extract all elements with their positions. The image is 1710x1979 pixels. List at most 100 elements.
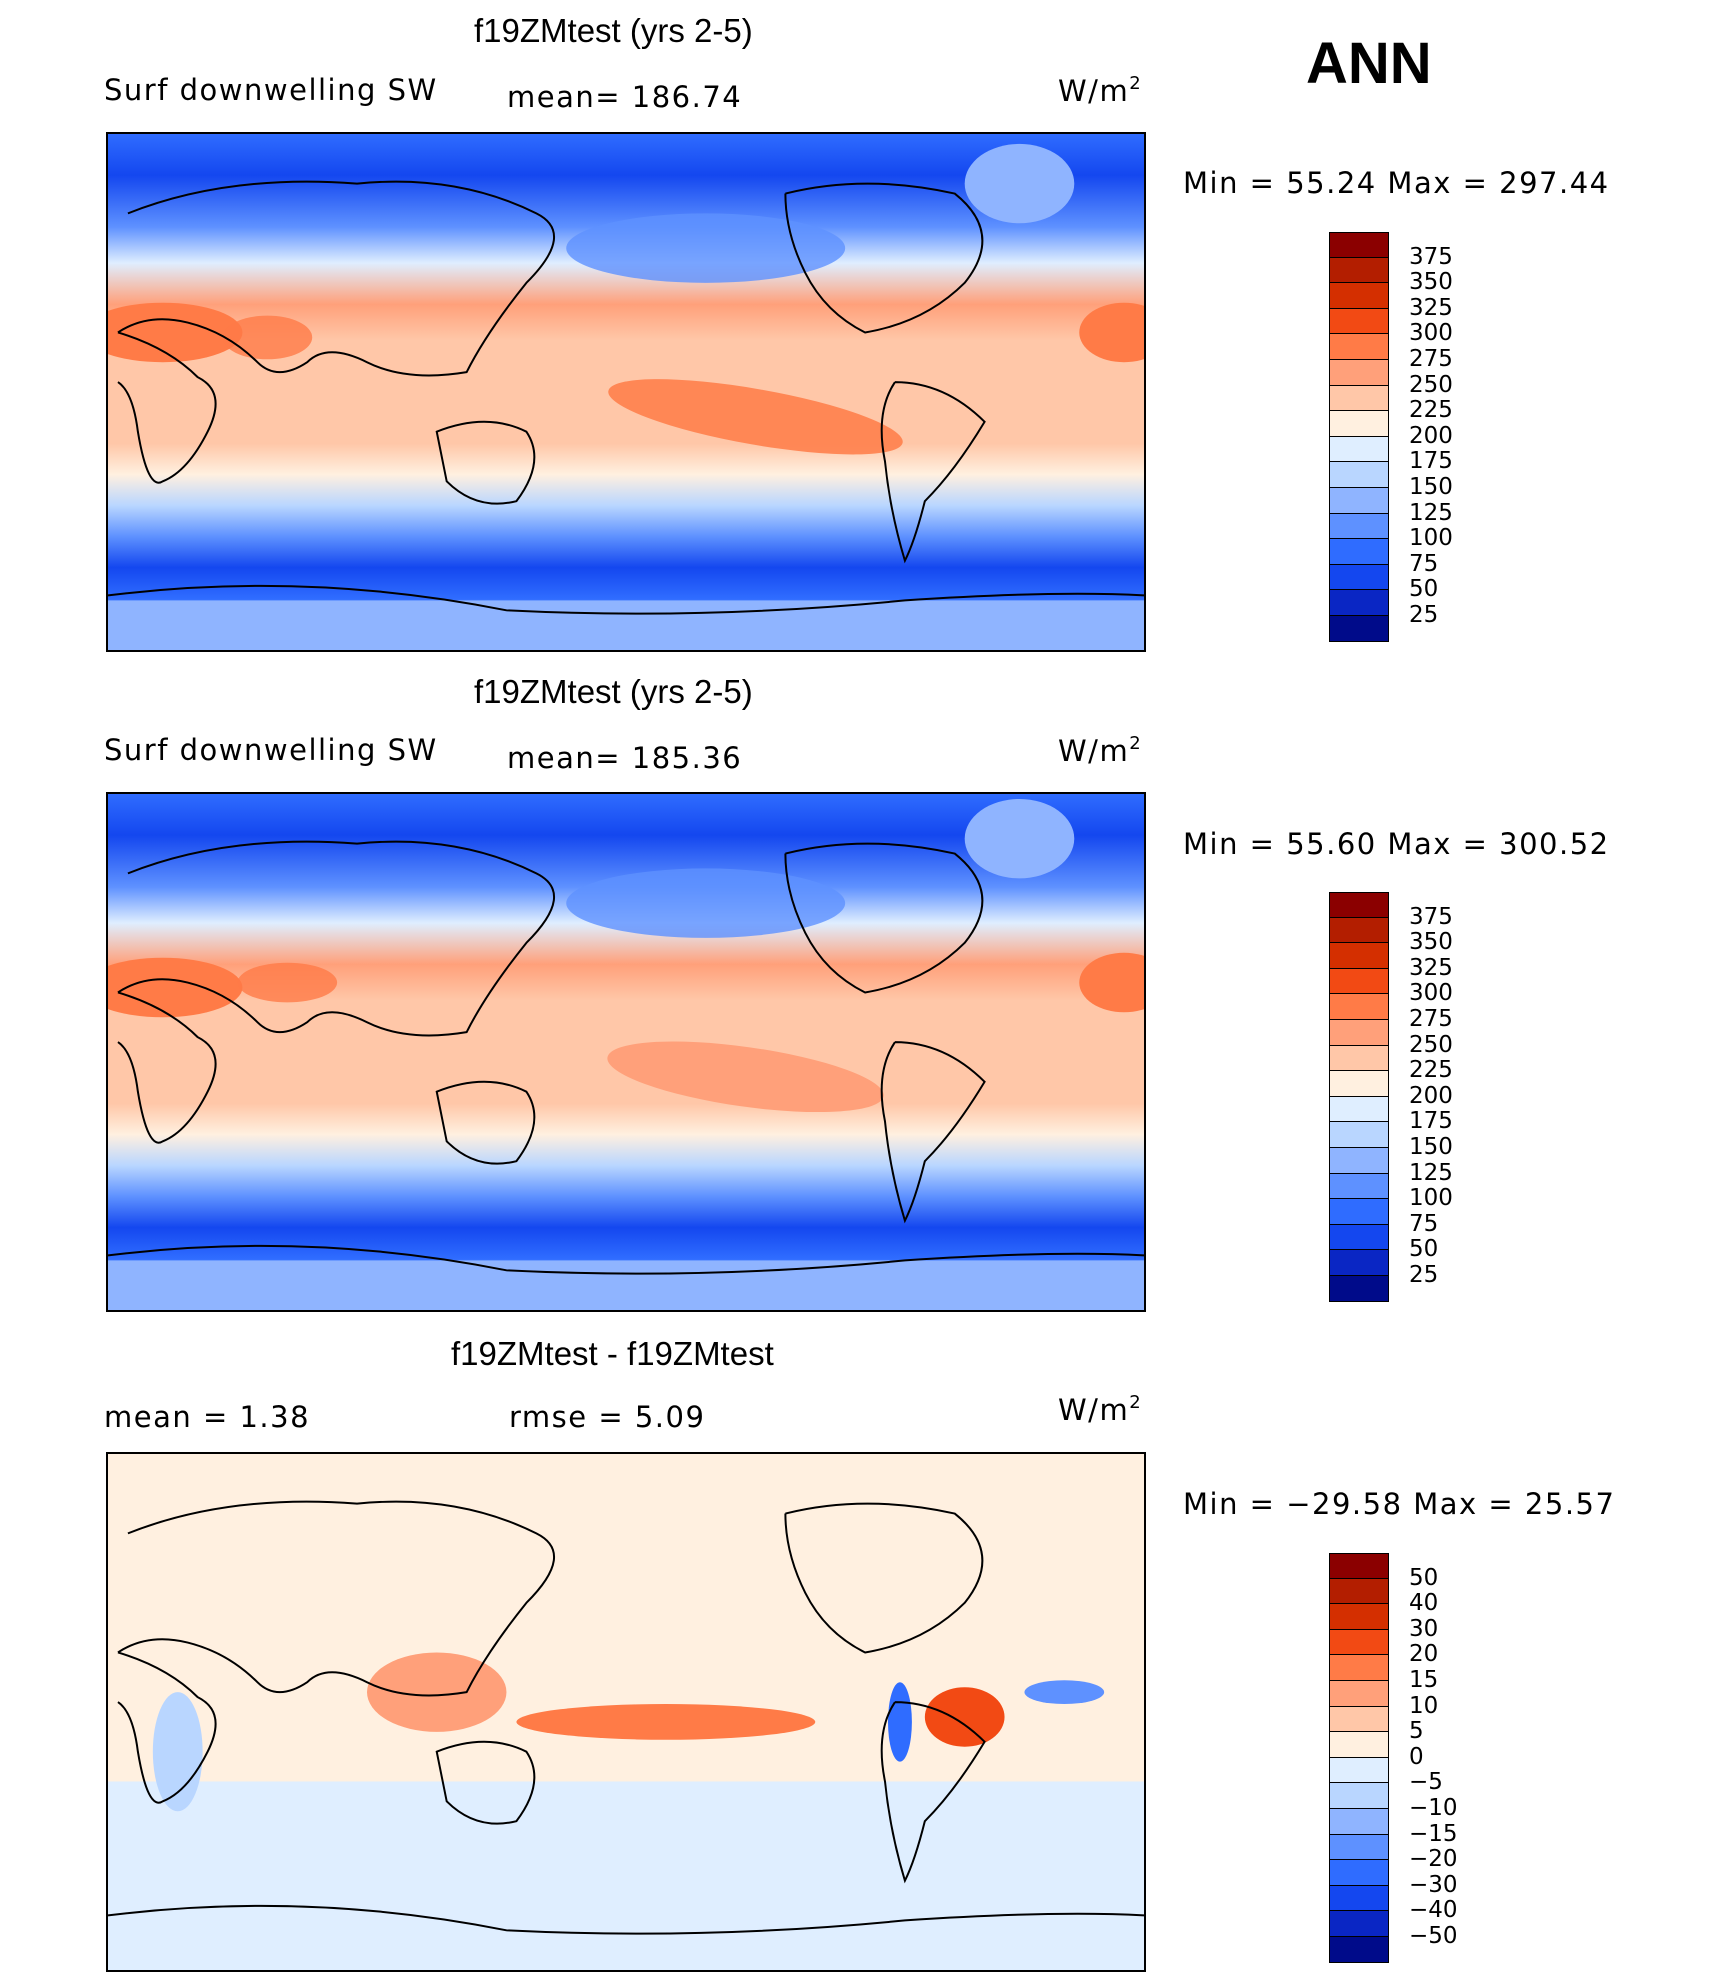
colorbar-1-tick-label: 375 xyxy=(1409,243,1453,270)
colorbar-2-cell xyxy=(1329,1122,1389,1148)
colorbar-3-tick-label: 40 xyxy=(1409,1590,1439,1617)
panel-1-mean-label: mean= 186.74 xyxy=(507,80,743,114)
panel-2-pacific-high xyxy=(607,1041,884,1113)
panel-3-units: W/m2 xyxy=(1058,1392,1142,1427)
colorbar-2-tick-label: 175 xyxy=(1409,1108,1453,1135)
panel-2-atlantic-high xyxy=(1079,952,1144,1013)
panel-3-coast-australia xyxy=(435,1740,536,1825)
panel-1-features xyxy=(108,143,1144,650)
colorbar-1-cell xyxy=(1329,564,1389,591)
colorbar-1-cell xyxy=(1329,411,1389,437)
colorbar-1-cell xyxy=(1329,539,1389,565)
colorbar-1-tick-label: 150 xyxy=(1409,474,1453,500)
panel-2-greenland xyxy=(964,798,1075,879)
colorbar-3-cell xyxy=(1329,1834,1389,1861)
colorbar-3-tick-label: 30 xyxy=(1409,1615,1439,1642)
colorbar-3-tick-label: 50 xyxy=(1409,1564,1439,1591)
panel-3-features xyxy=(108,1652,1144,1970)
colorbar-2-cell xyxy=(1329,892,1389,918)
panel-2-units-sup: 2 xyxy=(1129,733,1143,754)
panel-1-coast-africa xyxy=(117,331,217,484)
panel-2-arabia-high xyxy=(237,962,338,1003)
colorbar-1-cell xyxy=(1329,334,1389,360)
colorbar-1-tick-label: 100 xyxy=(1409,525,1453,552)
panel-2-coast-north-america xyxy=(784,842,984,994)
colorbar-2-tick-label: 250 xyxy=(1409,1031,1453,1058)
panel-1-atlantic-high xyxy=(1079,302,1144,363)
panel-1-arabia-high xyxy=(222,315,313,360)
colorbar-3-cell xyxy=(1329,1680,1389,1707)
colorbar-3-tick-label: 5 xyxy=(1409,1718,1424,1745)
panel-3-units-sup: 2 xyxy=(1129,1392,1143,1413)
colorbar-1-tick-label: 275 xyxy=(1409,346,1453,372)
panel-1-map xyxy=(106,132,1146,652)
colorbar-3-cell xyxy=(1329,1783,1389,1809)
panel-3-coast-eurasia xyxy=(117,1500,555,1697)
panel-3-rmse-label: rmse = 5.09 xyxy=(509,1400,706,1434)
colorbar-1-cell xyxy=(1329,513,1389,540)
colorbar-3-cell xyxy=(1329,1553,1389,1579)
panel-1-sahara-high xyxy=(108,302,243,363)
colorbar-3-tick-label: −10 xyxy=(1409,1795,1458,1821)
colorbar-3 xyxy=(1329,1553,1389,1963)
panel-3-coast-antarctica xyxy=(108,1904,1144,1935)
panel-1-coast-eurasia xyxy=(117,180,555,377)
panel-2-units: W/m2 xyxy=(1058,733,1142,768)
panel-3-coast-africa xyxy=(117,1651,217,1804)
panel-1-variable-label: Surf downwelling SW xyxy=(104,73,438,107)
colorbar-2-cell xyxy=(1329,1019,1389,1046)
panel-1-minmax: Min = 55.24 Max = 297.44 xyxy=(1183,166,1610,200)
panel-2-coast-australia xyxy=(435,1080,536,1165)
colorbar-3-tick-label: −50 xyxy=(1409,1923,1458,1949)
panel-2-antarctica xyxy=(108,1260,1144,1310)
colorbar-3-cell xyxy=(1329,1578,1389,1605)
colorbar-1-cell xyxy=(1329,487,1389,514)
panel-1-antarctica xyxy=(108,600,1144,650)
panel-3-coast-north-america xyxy=(784,1502,984,1654)
colorbar-2-cell xyxy=(1329,1250,1389,1276)
panel-1-map-svg xyxy=(108,134,1144,650)
colorbar-2-cell xyxy=(1329,994,1389,1020)
colorbar-2-cell xyxy=(1329,1071,1389,1097)
colorbar-1-cell xyxy=(1329,615,1389,642)
panel-2-title: f19ZMtest (yrs 2-5) xyxy=(474,673,753,710)
panel-1-units: W/m2 xyxy=(1058,73,1142,108)
panel-2-sahara-high xyxy=(108,957,243,1018)
colorbar-3-tick-label: −40 xyxy=(1409,1897,1458,1924)
panel-2-coastlines xyxy=(108,840,1144,1275)
colorbar-2-tick-label: 375 xyxy=(1409,903,1453,930)
colorbar-2-tick-label: 200 xyxy=(1409,1082,1453,1109)
colorbar-2-tick-label: 325 xyxy=(1409,954,1453,981)
colorbar-2-cell xyxy=(1329,1199,1389,1225)
colorbar-2-tick-label: 50 xyxy=(1409,1236,1439,1263)
colorbar-1-tick-label: 175 xyxy=(1409,448,1453,475)
panel-2-coast-antarctica xyxy=(108,1244,1144,1275)
colorbar-3-tick-label: 10 xyxy=(1409,1692,1439,1719)
panel-1-coastlines xyxy=(108,180,1144,615)
panel-1-pacific-high xyxy=(608,379,903,455)
season-label: ANN xyxy=(1306,31,1432,96)
colorbar-2-tick-label: 125 xyxy=(1409,1159,1453,1186)
colorbar-1-tick-label: 25 xyxy=(1409,602,1439,628)
panel-2-coast-south-america xyxy=(880,1041,986,1224)
panel-2-north-pacific-low xyxy=(566,868,846,938)
colorbar-1-cell xyxy=(1329,462,1389,488)
colorbar-2-cell xyxy=(1329,943,1389,969)
panel-1-greenland xyxy=(964,143,1075,224)
colorbar-3-tick-label: −30 xyxy=(1409,1871,1458,1898)
colorbar-3-cell xyxy=(1329,1655,1389,1681)
panel-3-title: f19ZMtest - f19ZMtest xyxy=(451,1335,774,1372)
colorbar-2-cell xyxy=(1329,1096,1389,1123)
panel-3-equatorial-pos xyxy=(516,1704,816,1740)
colorbar-1-tick-label: 225 xyxy=(1409,397,1453,424)
colorbar-2-tick-label: 275 xyxy=(1409,1006,1453,1032)
colorbar-1-cell xyxy=(1329,308,1389,335)
colorbar-2-cell xyxy=(1329,1147,1389,1174)
colorbar-2-cell xyxy=(1329,1045,1389,1072)
panel-3-atlantic-neg xyxy=(1024,1680,1105,1705)
colorbar-1-tick-label: 50 xyxy=(1409,576,1439,603)
colorbar-3-cell xyxy=(1329,1604,1389,1630)
panel-1-coast-north-america xyxy=(784,182,984,334)
panel-3-andes-neg xyxy=(887,1682,912,1762)
panel-3-maritime-pos xyxy=(367,1652,507,1732)
